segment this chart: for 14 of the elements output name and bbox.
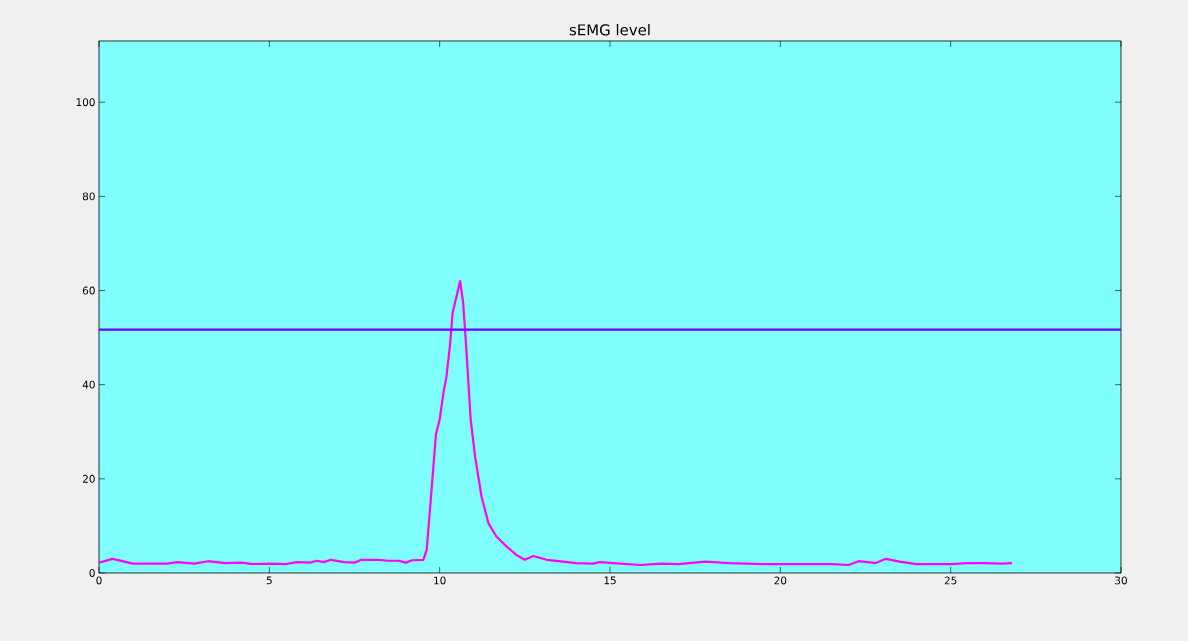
x-tick-label: 5 [266, 576, 272, 585]
x-tick-label: 30 [1115, 576, 1127, 585]
y-tick-label: 0 [89, 569, 95, 577]
x-tick-label: 20 [774, 576, 787, 585]
y-tick-label: 80 [82, 192, 95, 201]
y-tick-label: 100 [76, 98, 95, 107]
y-tick-label: 60 [82, 286, 95, 295]
x-tick-label: 25 [944, 576, 957, 585]
x-tick-label: 15 [604, 576, 616, 585]
x-tick-label: 10 [434, 576, 446, 585]
x-tick-label: 0 [96, 576, 102, 585]
chart-title: sEMG level [569, 23, 650, 36]
y-tick-label: 40 [82, 380, 95, 389]
y-tick-label: 20 [82, 474, 95, 483]
